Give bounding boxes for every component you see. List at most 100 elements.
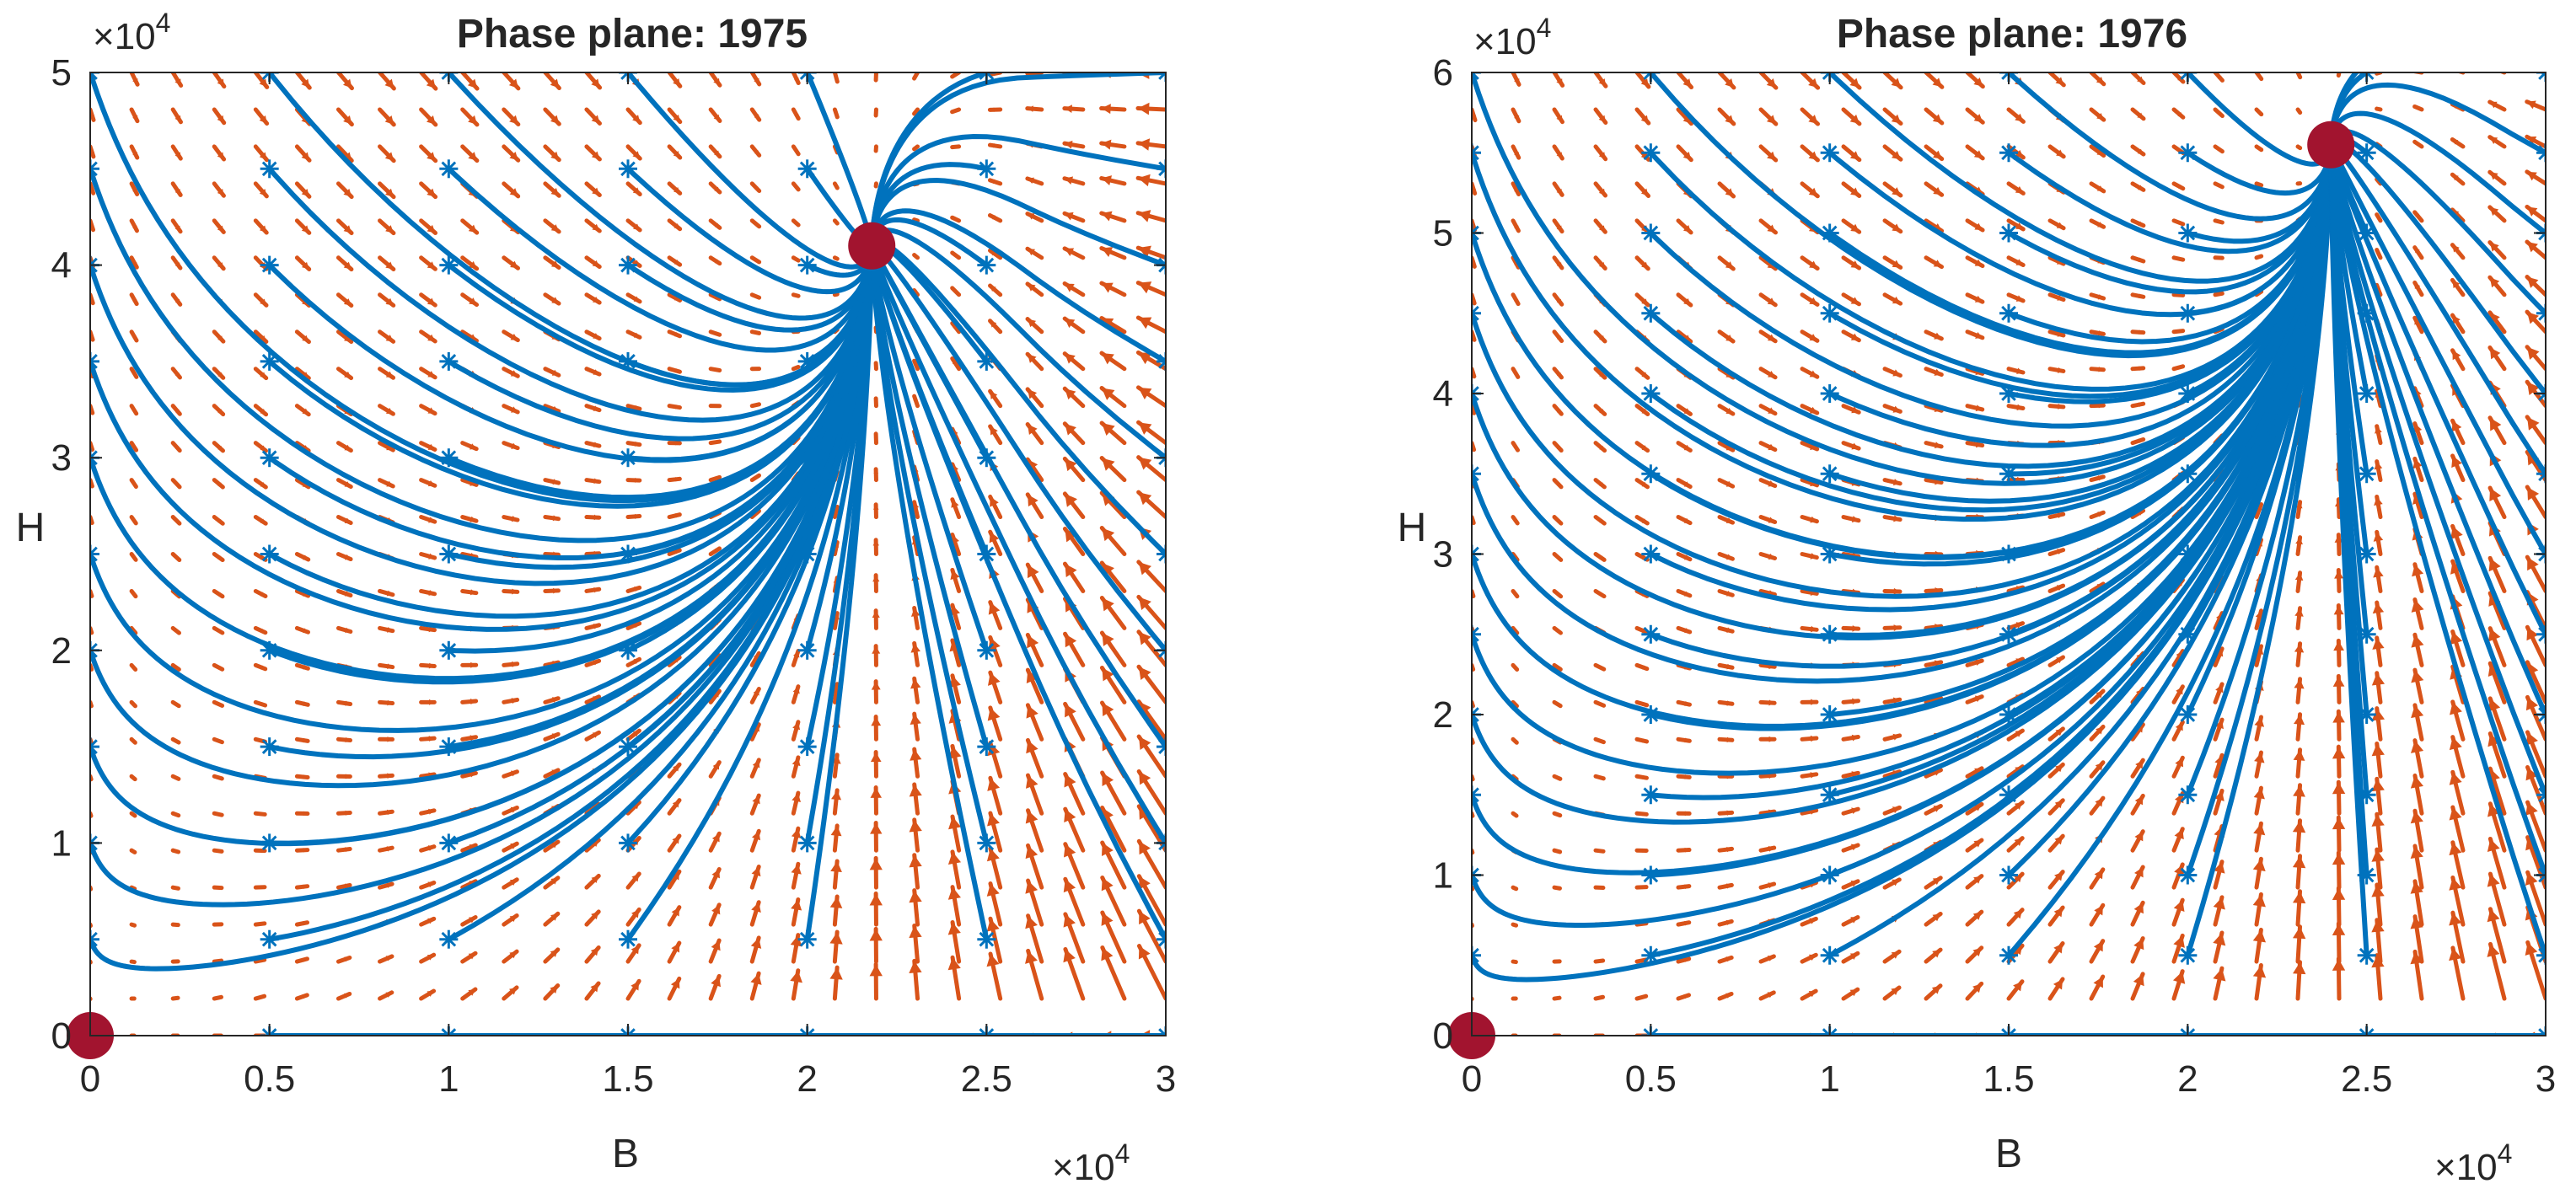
quiver-arrow-head xyxy=(1557,849,1560,853)
quiver-arrow xyxy=(749,971,762,1001)
quiver-arrow-head xyxy=(632,187,641,195)
quiver-arrow-head xyxy=(910,749,922,761)
quiver-arrow xyxy=(2089,939,2106,964)
quiver-arrow-head xyxy=(2372,603,2385,614)
quiver-arrow-head xyxy=(174,298,180,305)
quiver-arrow xyxy=(1062,526,1086,556)
quiver-arrow xyxy=(2487,485,2507,520)
quiver-arrow xyxy=(335,441,353,453)
quiver-arrow xyxy=(1025,632,1044,667)
quiver-arrow xyxy=(2371,706,2385,742)
quiver-arrow-head xyxy=(632,151,641,159)
quiver-arrow-head xyxy=(835,113,839,117)
quiver-arrow-head xyxy=(716,367,720,372)
quiver-arrow xyxy=(1552,699,1563,709)
quiver-arrow xyxy=(873,107,878,118)
start-marker-stroke xyxy=(441,161,457,177)
quiver-arrow xyxy=(335,588,353,598)
start-marker xyxy=(90,737,99,757)
quiver-arrow xyxy=(1100,770,1127,816)
quiver-arrow-head xyxy=(1974,295,1983,303)
quiver-arrow-head xyxy=(1064,809,1076,823)
quiver-arrow-head xyxy=(1598,225,1606,233)
quiver-arrow xyxy=(1099,456,1127,483)
quiver-arrow xyxy=(2295,107,2303,115)
quiver-arrow-head xyxy=(2213,968,2226,982)
quiver-arrow xyxy=(1552,774,1563,781)
quiver-arrow-head xyxy=(1025,775,1038,789)
quiver-arrow-head xyxy=(634,441,640,447)
x-tick-label: 1 xyxy=(438,1058,459,1100)
start-marker-stroke xyxy=(1472,712,1479,722)
quiver-arrow xyxy=(170,72,184,88)
quiver-arrow-head xyxy=(2215,683,2224,694)
quiver-arrow-head xyxy=(671,943,679,953)
quiver-arrow-head xyxy=(385,956,392,961)
quiver-arrow-head xyxy=(260,702,266,707)
quiver-arrow xyxy=(2213,860,2225,890)
quiver-arrow-head xyxy=(1683,408,1691,415)
quiver-arrow-head xyxy=(2137,148,2144,155)
quiver-arrow-head xyxy=(2411,670,2424,683)
quiver-arrow xyxy=(460,735,479,742)
quiver-arrow-head xyxy=(790,935,802,947)
quiver-arrow xyxy=(212,885,224,891)
quiver-arrow-head xyxy=(2095,762,2103,771)
quiver-arrow-head xyxy=(2452,174,2459,181)
quiver-arrow xyxy=(2171,218,2186,227)
quiver-arrow-head xyxy=(1138,387,1152,400)
quiver-arrow xyxy=(1135,102,1166,115)
quiver-arrow-head xyxy=(2376,108,2379,110)
quiver-arrow xyxy=(294,181,312,199)
quiver-arrow xyxy=(1965,218,1985,233)
quiver-arrow-head xyxy=(2371,779,2385,792)
quiver-arrow-head xyxy=(2488,628,2501,642)
quiver-arrow-head xyxy=(751,831,761,841)
quiver-arrow xyxy=(947,955,962,1001)
quiver-arrow-head xyxy=(1768,480,1775,487)
quiver-arrow-head xyxy=(2452,280,2461,289)
quiver-arrow-head xyxy=(1809,918,1817,924)
start-marker-stroke xyxy=(267,1028,277,1036)
quiver-arrow xyxy=(1634,478,1650,490)
quiver-arrow-head xyxy=(2053,943,2063,954)
quiver-arrow-head xyxy=(1514,629,1517,634)
quiver-arrow xyxy=(2333,603,2344,630)
quiver-arrow xyxy=(2047,905,2065,927)
quiver-arrow-head xyxy=(1851,771,1859,778)
quiver-arrow xyxy=(749,935,762,964)
quiver-arrow-head xyxy=(870,752,882,763)
quiver-arrow-head xyxy=(1768,553,1775,560)
quiver-arrow xyxy=(950,250,962,260)
start-marker-stroke xyxy=(90,931,98,941)
quiver-arrow-head xyxy=(1557,997,1560,999)
quiver-arrow xyxy=(749,255,762,265)
quiver-arrow xyxy=(1552,218,1564,234)
quiver-arrow-head xyxy=(2139,402,2144,407)
quiver-arrow-head xyxy=(510,843,518,849)
quiver-arrow-head xyxy=(632,731,640,737)
quiver-arrow xyxy=(986,881,1003,927)
quiver-arrow-head xyxy=(835,185,838,189)
quiver-arrow-head xyxy=(2487,838,2500,853)
quiver-arrow xyxy=(502,72,521,91)
quiver-arrow-head xyxy=(1852,698,1859,705)
start-marker xyxy=(439,640,459,660)
quiver-arrow xyxy=(2487,240,2507,260)
quiver-arrow xyxy=(294,329,311,345)
quiver-arrow-head xyxy=(2374,496,2383,506)
quiver-arrow xyxy=(419,72,438,91)
quiver-arrow-head xyxy=(2487,944,2500,957)
quiver-arrow xyxy=(749,864,761,890)
quiver-arrow xyxy=(1511,367,1521,379)
quiver-arrow xyxy=(543,181,561,198)
quiver-arrow xyxy=(708,546,722,556)
quiver-arrow xyxy=(1882,985,1902,1001)
quiver-arrow xyxy=(791,72,801,85)
quiver-arrow-head xyxy=(874,398,878,402)
start-marker-stroke xyxy=(1472,546,1479,556)
quiver-arrow-head xyxy=(2414,212,2420,217)
quiver-arrow xyxy=(460,218,480,235)
quiver-arrow-head xyxy=(1851,516,1859,522)
